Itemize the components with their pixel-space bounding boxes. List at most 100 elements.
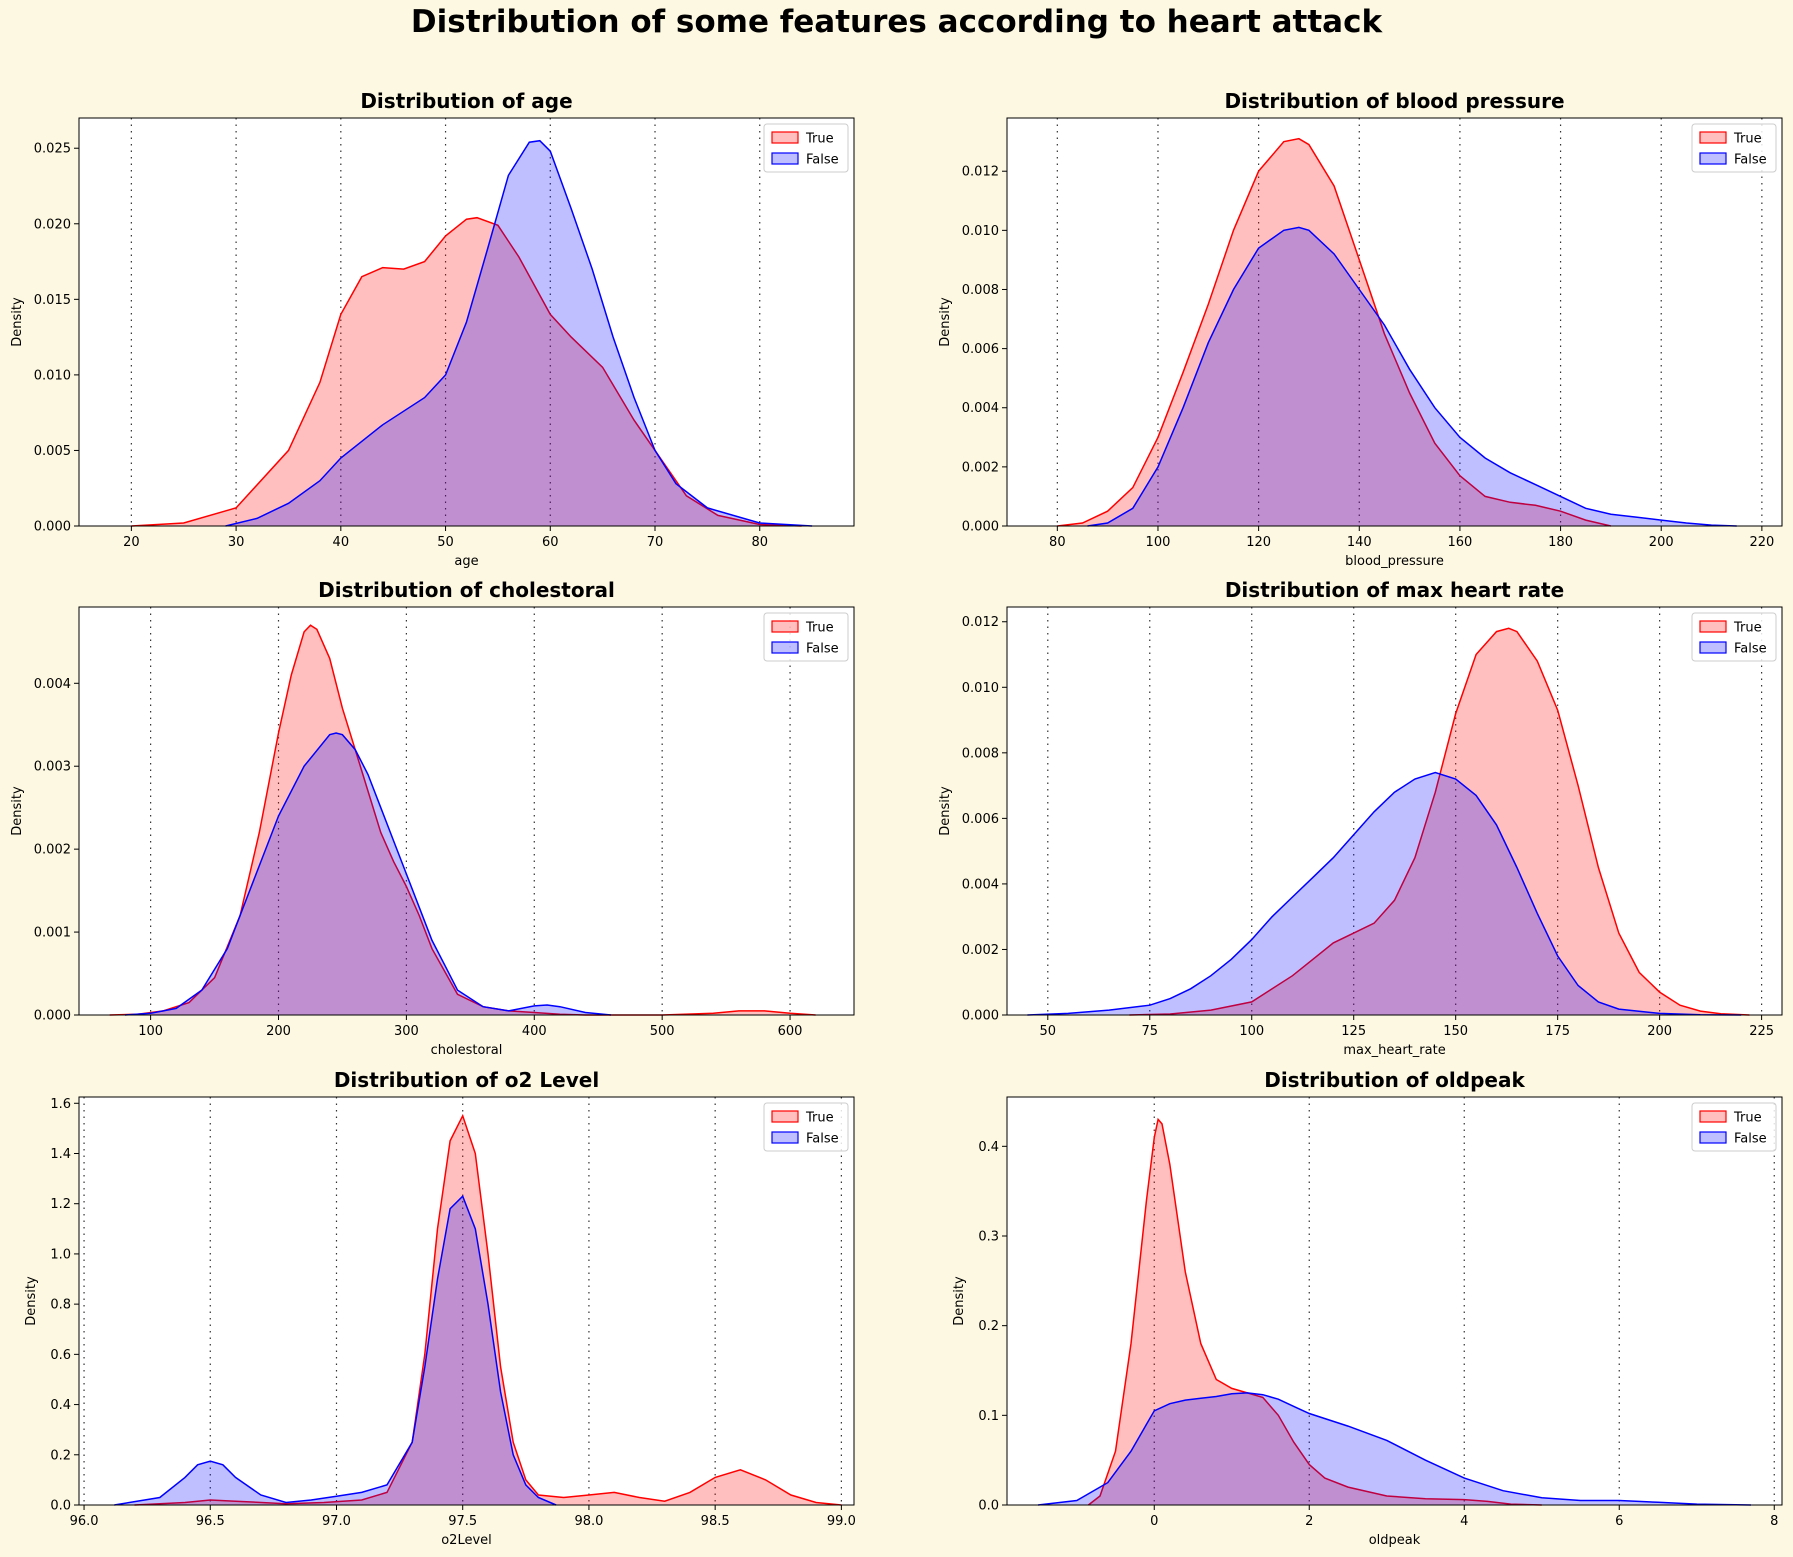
subplot-1: 20 30 40 50 60 70 80 0.000 0.005 0.010 0.015 0.020 0… <box>10 89 855 569</box>
x-tick-label: 175 <box>1545 1024 1570 1039</box>
x-tick-label: 400 <box>522 1024 547 1039</box>
x-tick-label: 80 <box>751 535 768 550</box>
subplot-5: 96.0 96.5 97.0 97.5 98.0 98.5 99.0 0.0 0.2 0.4 0.6… <box>24 1068 856 1548</box>
x-tick-label: 6 <box>1615 1514 1623 1529</box>
x-tick-label: 150 <box>1443 1024 1468 1039</box>
axes-frame <box>78 1096 855 1506</box>
legend-label-true: True <box>805 132 834 147</box>
legend-swatch-false <box>1699 152 1727 165</box>
legend-label-true: True <box>805 621 834 636</box>
line-false <box>1087 226 1737 527</box>
subplot-3: 100 200 300 400 500 600 0.000 0.001 0.002 0.003 0.… <box>10 578 855 1058</box>
legend-label-false: False <box>1734 1132 1767 1147</box>
y-tick-label: 0.010 <box>962 224 999 239</box>
line-false <box>225 139 813 527</box>
plot-area <box>1007 118 1782 526</box>
figure-title: Distribution of some features according … <box>410 4 1383 40</box>
plot-area <box>79 607 854 1015</box>
area-false <box>125 733 612 1015</box>
legend: True False <box>1691 123 1777 173</box>
y-tick-label: 0.025 <box>34 142 71 157</box>
axes-frame <box>1006 1096 1783 1506</box>
x-tick-label: 120 <box>1246 535 1271 550</box>
x-axis-label: age <box>454 554 478 569</box>
legend-label-true: True <box>1733 132 1762 147</box>
y-axis-label: Density <box>24 1276 39 1326</box>
legend-box <box>1691 612 1777 662</box>
y-tick-label: 0.002 <box>34 843 71 858</box>
plot-area <box>79 1097 854 1505</box>
y-tick-label: 0.005 <box>34 444 71 459</box>
x-tick-label: 70 <box>647 535 664 550</box>
area-false <box>1087 227 1737 526</box>
y-tick-label: 0.020 <box>34 217 71 232</box>
legend-label-false: False <box>806 1132 839 1147</box>
x-tick-label: 600 <box>778 1024 803 1039</box>
y-tick-label: 0.002 <box>962 943 999 958</box>
x-tick-label: 300 <box>394 1024 419 1039</box>
y-tick-label: 0.000 <box>34 520 71 535</box>
x-tick-label: 50 <box>437 535 454 550</box>
y-tick-label: 0.002 <box>962 460 999 475</box>
x-tick-label: 50 <box>1040 1024 1057 1039</box>
legend-swatch-false <box>771 641 799 654</box>
legend-box <box>1691 123 1777 173</box>
y-tick-label: 0.1 <box>978 1409 999 1424</box>
x-tick-label: 125 <box>1341 1024 1366 1039</box>
y-tick-label: 0.000 <box>962 520 999 535</box>
x-axis-label: oldpeak <box>1369 1533 1421 1548</box>
line-false <box>124 732 612 1016</box>
y-tick-label: 1.6 <box>50 1097 71 1112</box>
x-tick-label: 99.0 <box>827 1514 856 1529</box>
legend-swatch-true <box>1699 131 1727 144</box>
area-false <box>1027 772 1742 1015</box>
x-tick-label: 180 <box>1548 535 1573 550</box>
y-tick-label: 0.015 <box>34 293 71 308</box>
axes-frame <box>1006 117 1783 527</box>
y-tick-label: 0.008 <box>962 746 999 761</box>
legend-box <box>763 612 849 662</box>
y-tick-label: 0.010 <box>34 368 71 383</box>
x-tick-label: 98.5 <box>701 1514 730 1529</box>
x-axis-label: max_heart_rate <box>1343 1043 1445 1058</box>
y-tick-label: 1.0 <box>50 1247 71 1262</box>
subplot-title: Distribution of blood pressure <box>1224 89 1564 113</box>
legend-swatch-true <box>1699 620 1727 633</box>
y-tick-label: 0.006 <box>962 342 999 357</box>
y-tick-label: 1.4 <box>50 1147 71 1162</box>
area-true <box>1088 1119 1542 1505</box>
y-tick-label: 0.000 <box>962 1009 999 1024</box>
x-tick-label: 75 <box>1141 1024 1158 1039</box>
legend-label-false: False <box>1734 153 1767 168</box>
area-false <box>225 140 813 526</box>
y-tick-label: 0.012 <box>962 615 999 630</box>
x-tick-label: 200 <box>266 1024 291 1039</box>
area-true <box>134 1115 842 1505</box>
line-true <box>1087 1117 1542 1506</box>
y-tick-label: 0.2 <box>978 1319 999 1334</box>
y-axis-label: Density <box>952 1276 967 1326</box>
area-true <box>1057 138 1611 526</box>
legend-swatch-true <box>771 131 799 144</box>
x-tick-label: 8 <box>1770 1514 1778 1529</box>
x-axis-label: blood_pressure <box>1345 554 1444 569</box>
x-tick-label: 96.5 <box>196 1514 225 1529</box>
plot-area <box>1007 607 1782 1015</box>
x-tick-label: 80 <box>1049 535 1066 550</box>
y-axis-label: Density <box>938 786 953 836</box>
legend-swatch-false <box>771 1131 799 1144</box>
legend-label-true: True <box>1733 621 1762 636</box>
x-tick-label: 98.0 <box>574 1514 603 1529</box>
y-tick-label: 0.3 <box>978 1229 999 1244</box>
y-axis-label: Density <box>938 297 953 347</box>
area-true <box>131 217 802 526</box>
axes-frame <box>1006 606 1783 1016</box>
y-tick-label: 0.008 <box>962 283 999 298</box>
x-tick-label: 225 <box>1749 1024 1774 1039</box>
legend-swatch-true <box>1699 1110 1727 1123</box>
x-axis-label: o2Level <box>441 1533 492 1548</box>
legend-box <box>1691 1102 1777 1152</box>
x-tick-label: 500 <box>650 1024 675 1039</box>
legend-swatch-false <box>771 152 799 165</box>
y-tick-label: 0.001 <box>34 926 71 941</box>
